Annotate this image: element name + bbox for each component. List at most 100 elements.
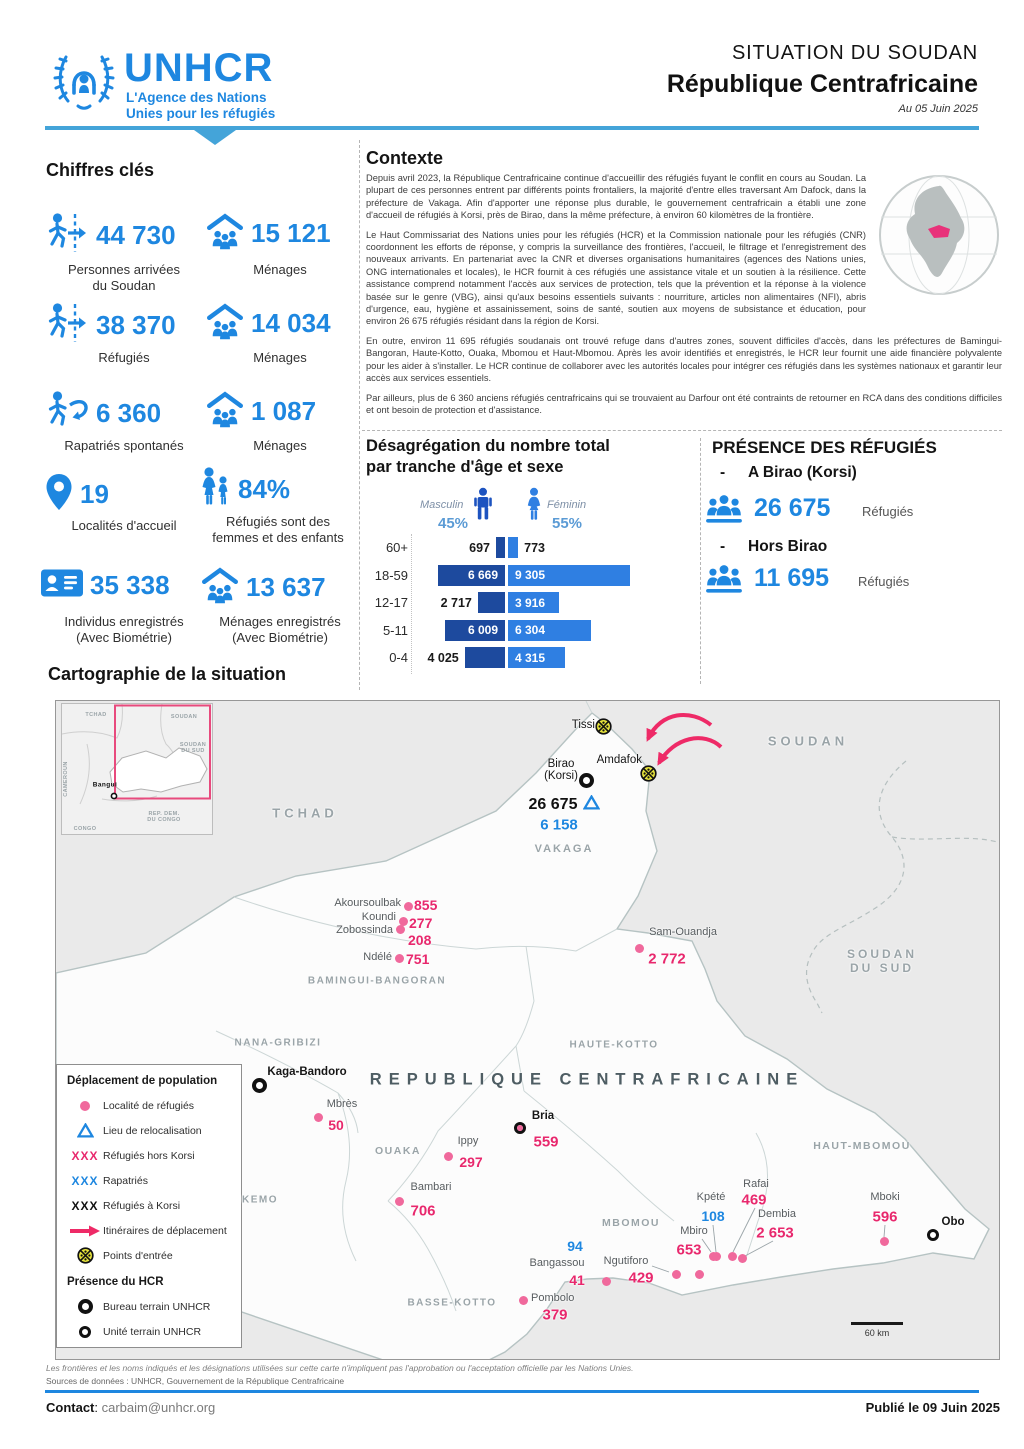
- female-bar: [508, 592, 560, 613]
- inset-label: CAMEROUN: [63, 761, 69, 797]
- logo-wordmark: UNHCR: [124, 46, 274, 90]
- people-group-icon: [704, 492, 744, 531]
- age-band-label: 12-17: [374, 595, 408, 610]
- context-divider: [362, 430, 1002, 431]
- place-value: 429: [628, 1269, 654, 1287]
- stat-label: Individus enregistrés (Avec Biométrie): [64, 614, 184, 646]
- inset-label: REP. DEM. DU CONGO: [147, 811, 181, 823]
- relocation-site-icon: [582, 793, 600, 815]
- refugee-locality-dot-icon: [634, 943, 644, 953]
- place-value: 6 158: [540, 816, 578, 834]
- displacement-arrow-icon: [67, 1225, 103, 1237]
- region-label: KEMO: [242, 1194, 278, 1206]
- male-bar: [496, 537, 505, 558]
- female-share: 55%: [552, 515, 583, 532]
- presence-title: PRÉSENCE DES RÉFUGIÉS: [712, 438, 937, 457]
- legend-item-label: Rapatriés: [103, 1174, 148, 1187]
- stat-value: 6 360: [96, 398, 162, 428]
- place-label: Rafai: [743, 1178, 769, 1190]
- map-base: [56, 701, 999, 1359]
- place-label: Mbiro: [680, 1225, 708, 1237]
- stat-item: 44 730: [44, 212, 176, 259]
- refugee-locality-dot-icon: [694, 1269, 704, 1279]
- stat-value: 13 637: [246, 572, 326, 602]
- context-paragraph: Par ailleurs, plus de 6 360 anciens réfu…: [366, 392, 1002, 415]
- female-series-label: Féminin: [547, 499, 587, 511]
- refugee-locality-dot-icon: [313, 1112, 323, 1122]
- legend-title: Présence du HCR: [67, 1276, 164, 1288]
- place-label: Birao (Korsi): [544, 758, 578, 782]
- unhcr-field-office-icon: [252, 1078, 267, 1093]
- relocation-triangle-icon: [67, 1123, 103, 1138]
- place-value: 855: [414, 897, 438, 913]
- place-value: 26 675: [528, 796, 578, 813]
- stat-label: Réfugiés: [98, 350, 150, 365]
- entry-point-icon: [639, 764, 657, 787]
- age-band-label: 0-4: [389, 650, 408, 665]
- unhcr-field-unit-icon: [927, 1229, 939, 1241]
- contact-label: Contact: [46, 1400, 95, 1415]
- place-label: Dembia: [758, 1208, 796, 1220]
- inset-label: SOUDAN DU SUD: [179, 742, 207, 754]
- contact-line: Contact: carbaim@unhcr.org: [46, 1400, 216, 1415]
- place-value: 653: [676, 1241, 702, 1259]
- map-scale-label: 60 km: [864, 1328, 890, 1338]
- female-value: 9 305: [515, 568, 546, 582]
- entry-point-icon: [594, 717, 612, 740]
- map-sources: Sources de données : UNHCR, Gouvernement…: [46, 1376, 345, 1386]
- place-value: 108: [701, 1208, 725, 1224]
- male-value: 6 009: [467, 623, 498, 637]
- place-value: 277: [409, 915, 433, 931]
- contact-email[interactable]: carbaim@unhcr.org: [101, 1400, 216, 1415]
- presence-bullet: -: [720, 538, 726, 555]
- footer-rule: [45, 1390, 979, 1393]
- stat-value: 38 370: [96, 310, 176, 340]
- refugee-locality-dot-icon: [711, 1251, 721, 1261]
- place-label: Koundi: [361, 911, 396, 923]
- displacement-arrows-icon: [646, 712, 723, 766]
- place-value: 297: [459, 1154, 483, 1170]
- place-label: Ippy: [457, 1135, 479, 1147]
- place-value: 94: [567, 1238, 583, 1254]
- legend-item: XXX Réfugiés à Korsi: [67, 1193, 233, 1218]
- stat-value: 15 121: [251, 218, 331, 248]
- age-band-label: 5-11: [382, 622, 408, 638]
- place-value: 2 653: [756, 1224, 794, 1242]
- refugee-locality-dot-icon: [394, 953, 404, 963]
- region-label: BAMINGUI-BANGORAN: [307, 975, 447, 987]
- legend-title: Déplacement de population: [67, 1075, 218, 1087]
- xxx-blue-icon: XXX: [71, 1173, 99, 1188]
- pyramid-row: 12-17 2 717 3 916: [366, 592, 678, 613]
- context-paragraph: Le Haut Commissariat des Nations unies p…: [366, 229, 866, 327]
- place-value: 469: [741, 1191, 767, 1209]
- person-return-icon: [44, 390, 90, 437]
- refugee-locality-dot-icon: [395, 924, 405, 934]
- place-label: Akoursoulbak: [334, 897, 401, 909]
- stat-item: 14 034: [205, 302, 331, 345]
- male-bar: [444, 619, 505, 641]
- id-card-icon: [40, 566, 84, 605]
- female-bar: [508, 647, 565, 668]
- female-value: 4 315: [515, 650, 546, 665]
- legend-item-label: Réfugiés à Korsi: [103, 1199, 181, 1212]
- map-legend: Déplacement de population Localité de ré…: [56, 1064, 242, 1348]
- person-arrive-icon: [44, 302, 90, 349]
- presence-location: A Birao (Korsi): [748, 464, 857, 481]
- pyramid-presence-divider: [700, 438, 701, 684]
- refugee-locality-dot-icon: [398, 916, 408, 926]
- header-rule: [45, 126, 979, 130]
- household-icon: [200, 566, 240, 609]
- africa-globe-icon: [876, 172, 1002, 298]
- region-label: SOUDAN DU SUD: [846, 947, 918, 975]
- inset-label: Bangui: [92, 781, 118, 789]
- region-label: TCHAD: [272, 805, 338, 821]
- male-icon: [473, 487, 493, 526]
- stat-value: 84%: [238, 474, 291, 504]
- presence-bullet: -: [720, 464, 726, 481]
- legend-item-label: Itinéraires de déplacement: [103, 1224, 227, 1237]
- male-bar: [477, 592, 505, 613]
- stat-item: 1 087: [205, 390, 316, 433]
- age-band-label: 60+: [385, 540, 408, 555]
- stat-label: Ménages enregistrés (Avec Biométrie): [219, 614, 341, 646]
- refugee-locality-dot-icon: [879, 1236, 889, 1246]
